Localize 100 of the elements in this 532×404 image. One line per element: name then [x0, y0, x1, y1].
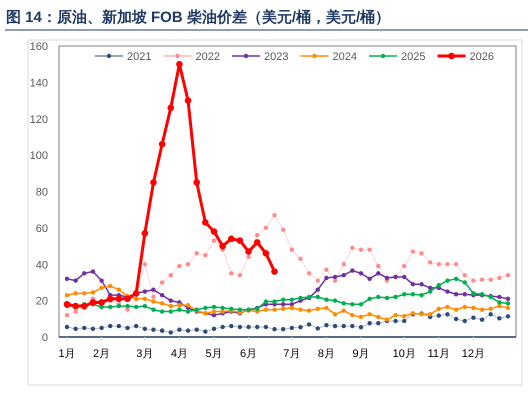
point	[134, 324, 138, 328]
point	[419, 251, 424, 256]
x-tick-label: 9月	[352, 348, 370, 360]
point	[342, 301, 346, 306]
point	[82, 271, 86, 276]
point	[125, 304, 130, 308]
point	[150, 179, 157, 186]
point	[151, 294, 156, 300]
x-tick-label: 4月	[170, 348, 188, 360]
point	[367, 296, 372, 302]
point	[245, 248, 252, 255]
x-tick-label: 1月	[58, 348, 76, 360]
point	[298, 256, 303, 261]
point	[158, 140, 166, 148]
point	[264, 299, 268, 304]
point	[350, 302, 355, 306]
point	[436, 306, 442, 312]
point	[402, 274, 406, 280]
legend-label: 2022	[196, 51, 220, 63]
point	[316, 306, 320, 312]
legend-label: 2021	[127, 51, 152, 63]
point	[367, 320, 372, 326]
point	[462, 318, 467, 324]
point	[186, 262, 190, 266]
point	[445, 262, 450, 266]
point	[393, 294, 398, 300]
point	[497, 294, 502, 300]
point	[151, 299, 156, 304]
point	[280, 326, 286, 332]
point	[410, 249, 416, 254]
y-tick-label: 0	[42, 332, 48, 344]
point	[454, 308, 458, 312]
point	[376, 271, 380, 276]
point	[428, 289, 432, 294]
point	[220, 324, 225, 330]
point	[410, 292, 416, 296]
point	[64, 324, 70, 330]
point	[116, 324, 122, 328]
point	[471, 306, 476, 310]
point	[376, 264, 380, 268]
point	[203, 306, 208, 310]
point	[324, 276, 329, 280]
point	[280, 306, 286, 312]
point	[436, 262, 442, 266]
point	[332, 324, 338, 328]
point	[210, 228, 218, 235]
legend-label: 2026	[470, 51, 494, 63]
point	[290, 302, 294, 306]
point	[160, 280, 164, 285]
point	[271, 268, 278, 275]
point	[106, 296, 114, 302]
point	[229, 271, 234, 276]
point	[108, 304, 112, 310]
point	[506, 301, 510, 306]
point	[142, 326, 148, 332]
point	[324, 268, 329, 272]
point	[402, 292, 406, 296]
point	[246, 254, 251, 260]
point	[506, 314, 510, 318]
x-tick-label: 8月	[318, 348, 335, 360]
point	[342, 324, 346, 328]
point	[428, 286, 432, 290]
point	[64, 276, 70, 281]
point	[167, 104, 174, 112]
point	[238, 272, 242, 278]
point	[177, 302, 182, 308]
y-tick-label: 60	[36, 222, 48, 235]
point	[384, 276, 390, 280]
point	[90, 326, 96, 332]
point	[212, 309, 216, 314]
point	[280, 298, 286, 302]
point	[462, 272, 467, 278]
point	[342, 262, 346, 266]
point	[264, 324, 268, 330]
point	[376, 294, 380, 300]
point	[73, 309, 78, 314]
point	[298, 308, 303, 312]
point	[290, 326, 294, 330]
point	[160, 292, 164, 298]
point	[177, 328, 182, 332]
point	[168, 304, 173, 308]
point	[445, 289, 450, 294]
point	[350, 268, 355, 273]
point	[367, 312, 372, 316]
point	[90, 290, 96, 295]
point	[316, 278, 320, 283]
point	[488, 306, 493, 312]
point	[151, 328, 156, 332]
point	[280, 302, 286, 306]
point	[402, 318, 406, 324]
x-tick-label: 6月	[240, 348, 258, 360]
point	[168, 330, 173, 335]
point	[428, 312, 432, 316]
point	[290, 306, 294, 310]
point	[272, 212, 277, 218]
point	[177, 264, 182, 268]
point	[82, 291, 86, 296]
point	[193, 179, 200, 186]
point	[116, 296, 122, 302]
point	[350, 324, 355, 328]
